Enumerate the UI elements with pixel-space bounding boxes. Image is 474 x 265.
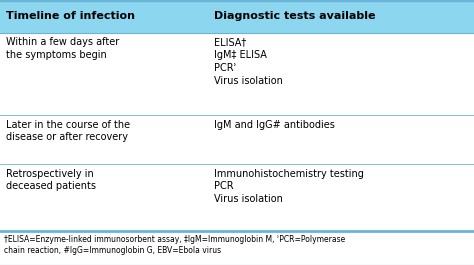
Bar bbox=[0, 231, 474, 265]
Bar bbox=[0, 0, 474, 33]
Text: Timeline of infection: Timeline of infection bbox=[6, 11, 135, 21]
Text: Later in the course of the
disease or after recovery: Later in the course of the disease or af… bbox=[6, 120, 130, 142]
Text: Retrospectively in
deceased patients: Retrospectively in deceased patients bbox=[6, 169, 96, 191]
Text: Within a few days after
the symptoms begin: Within a few days after the symptoms beg… bbox=[6, 37, 119, 60]
Text: IgM and IgG# antibodies: IgM and IgG# antibodies bbox=[214, 120, 335, 130]
Text: Immunohistochemistry testing
PCR
Virus isolation: Immunohistochemistry testing PCR Virus i… bbox=[214, 169, 364, 204]
Bar bbox=[0, 164, 474, 231]
Text: Diagnostic tests available: Diagnostic tests available bbox=[214, 11, 376, 21]
Text: ELISA†
IgM‡ ELISA
PCRʾ
Virus isolation: ELISA† IgM‡ ELISA PCRʾ Virus isolation bbox=[214, 37, 283, 86]
Bar bbox=[0, 115, 474, 164]
Bar bbox=[0, 33, 474, 115]
Text: †ELISA=Enzyme-linked immunosorbent assay, ‡IgM=Immunoglobin M, ʾPCR=Polymerase
c: †ELISA=Enzyme-linked immunosorbent assay… bbox=[4, 235, 345, 255]
